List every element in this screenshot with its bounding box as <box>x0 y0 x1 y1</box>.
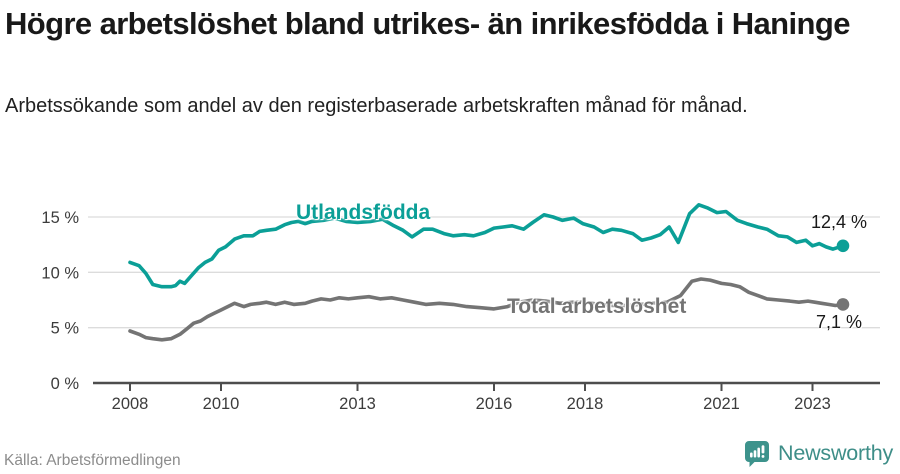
axis-ticks <box>129 383 814 391</box>
series-line-total <box>128 277 845 342</box>
series-line-utlandsfodda <box>128 203 845 289</box>
newsworthy-wordmark: Newsworthy <box>778 441 894 465</box>
y-tick-label: 15 % <box>41 209 79 227</box>
page-subtitle: Arbetssökande som andel av den registerb… <box>5 95 748 117</box>
y-tick-label: 5 % <box>51 320 80 338</box>
series-lines <box>128 203 845 342</box>
end-dot-total <box>836 298 850 311</box>
series-end-dots <box>836 239 850 311</box>
y-tick-label: 10 % <box>41 264 79 282</box>
x-tick-label: 2008 <box>112 395 149 413</box>
axis-tick-labels: 0 % 5 % 10 % 15 % 2008 2010 2013 2016 2018 2021 20… <box>41 209 830 413</box>
end-dot-utlandsfodda <box>836 239 850 253</box>
series-label-utlandsfodda: Utlandsfödda <box>296 201 431 224</box>
y-tick-label: 0 % <box>51 375 80 393</box>
series-label-total-arbetsloshet: Total arbetslöshet <box>507 295 687 318</box>
end-value-label-total: 7,1 % <box>816 312 863 332</box>
x-tick-label: 2013 <box>339 395 376 413</box>
x-tick-label: 2018 <box>567 395 604 413</box>
newsworthy-bubble-chart-icon <box>744 440 770 467</box>
x-tick-label: 2010 <box>203 395 240 413</box>
end-value-label-utlandsfodda: 12,4 % <box>811 212 868 232</box>
page-title: Högre arbetslöshet bland utrikes- än inr… <box>5 6 850 41</box>
source-attribution: Källa: Arbetsförmedlingen <box>4 452 181 469</box>
newsworthy-logo[interactable]: Newsworthy <box>744 440 893 467</box>
x-tick-label: 2023 <box>794 395 831 413</box>
x-tick-label: 2021 <box>703 395 740 413</box>
x-tick-label: 2016 <box>476 395 513 413</box>
gridlines <box>88 216 880 329</box>
